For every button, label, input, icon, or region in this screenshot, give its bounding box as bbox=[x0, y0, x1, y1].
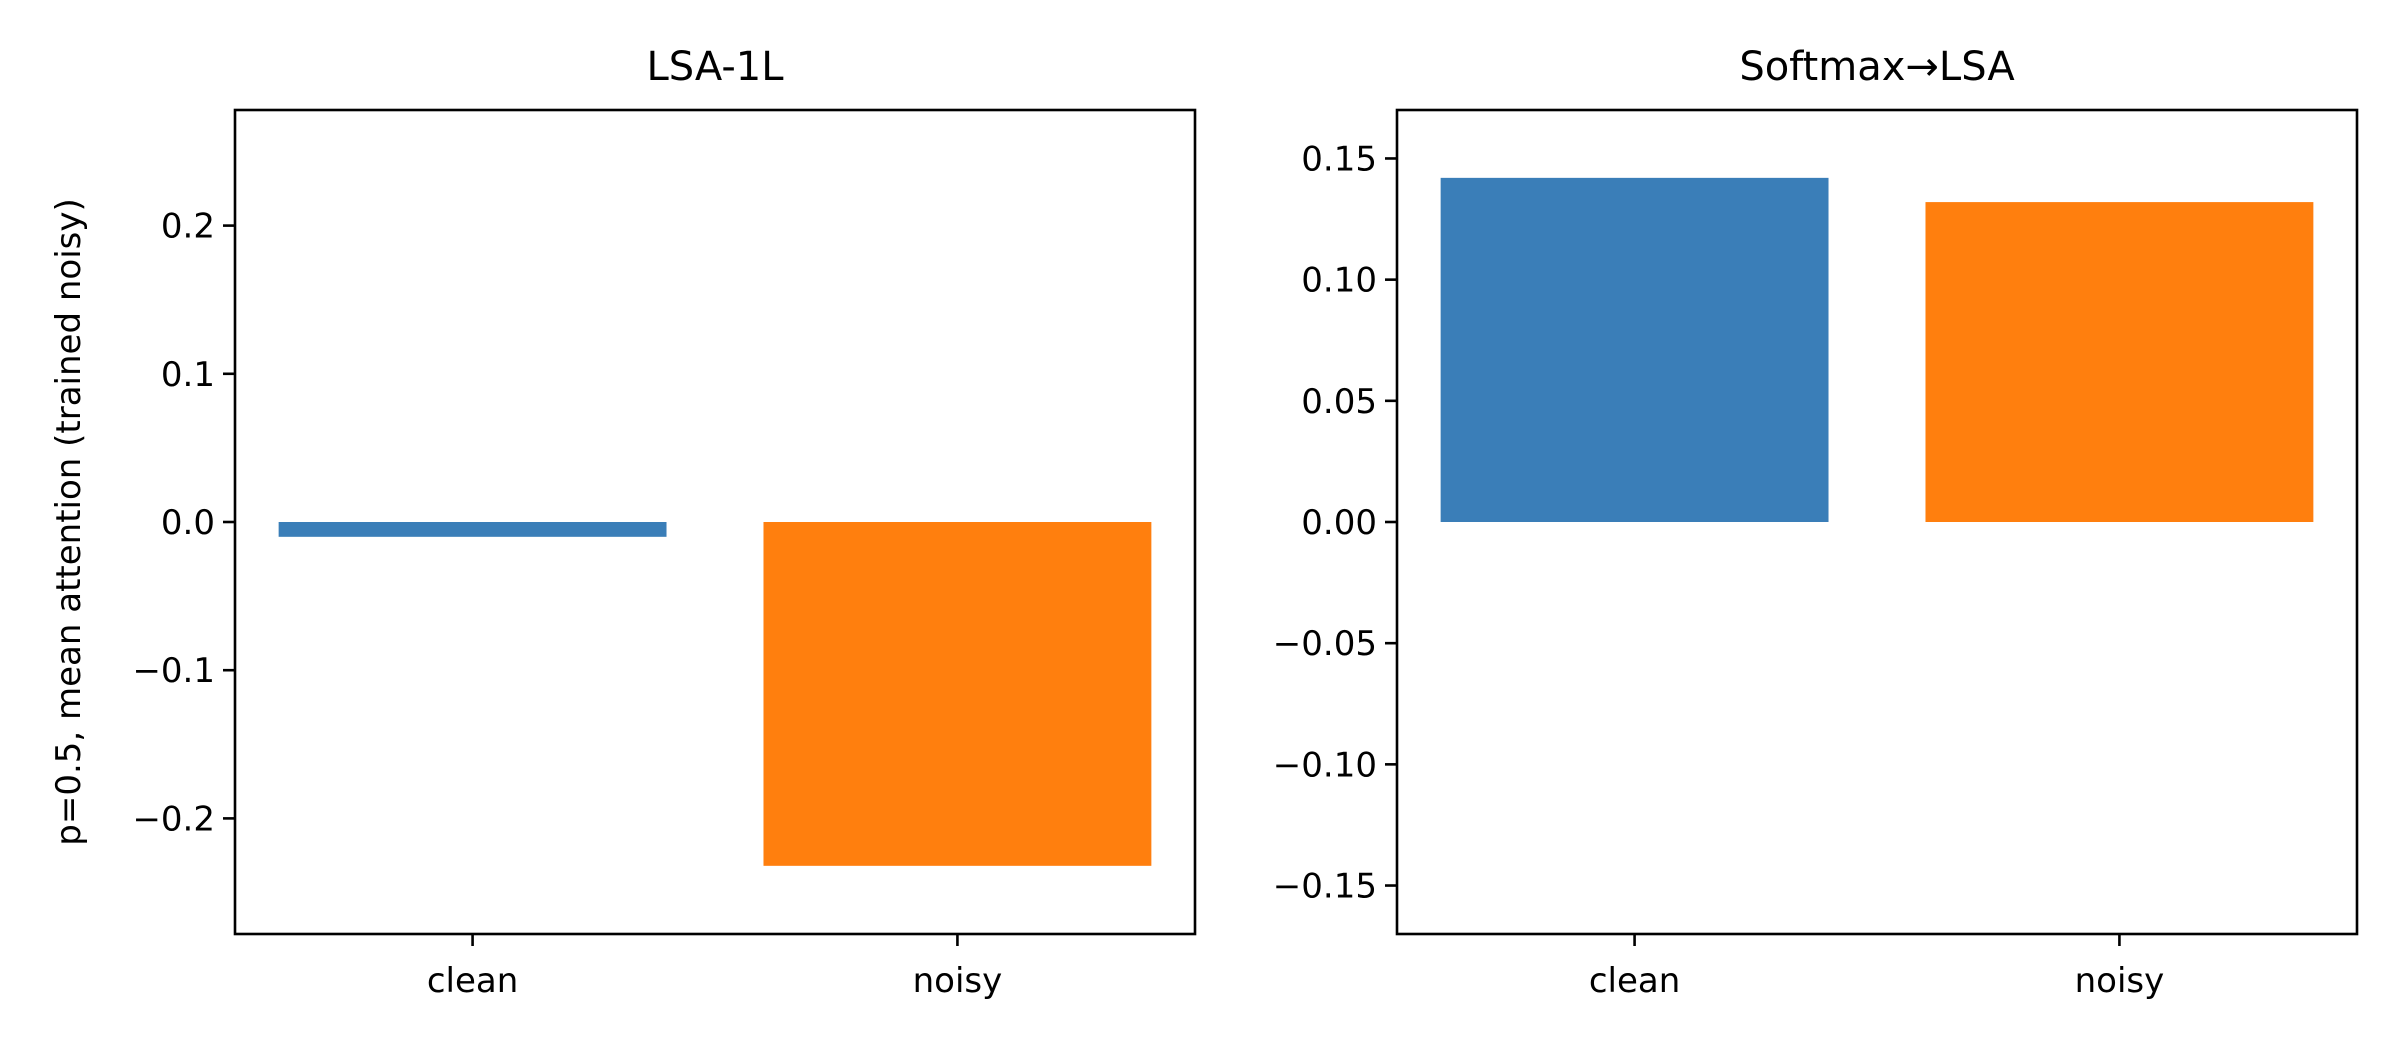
plot-frame bbox=[1395, 108, 2359, 936]
x-ticks: clean noisy bbox=[427, 934, 1002, 1001]
panel-lsa-1l: LSA-1L p=0.5, mean attention (trained no… bbox=[49, 44, 1197, 1001]
plot-frame bbox=[233, 108, 1197, 936]
y-tick-label: 0.2 bbox=[161, 207, 215, 247]
bar-noisy bbox=[763, 522, 1152, 866]
y-tick-label: 0.05 bbox=[1301, 382, 1377, 422]
bar-noisy bbox=[1925, 202, 2314, 522]
bars bbox=[1440, 177, 2314, 522]
y-ticks: −0.2 −0.1 0.0 0.1 0.2 bbox=[132, 207, 235, 839]
x-tick-label: clean bbox=[1589, 961, 1680, 1001]
chart-title: LSA-1L bbox=[646, 44, 784, 90]
x-tick-label: clean bbox=[427, 961, 518, 1001]
y-tick-label: −0.2 bbox=[132, 799, 215, 839]
x-tick-label: noisy bbox=[913, 961, 1003, 1001]
bar-clean bbox=[1440, 177, 1829, 522]
y-ticks: −0.15 −0.10 −0.05 0.00 0.05 0.10 0.15 bbox=[1273, 139, 1397, 907]
y-tick-label: −0.10 bbox=[1273, 745, 1377, 785]
y-tick-label: −0.15 bbox=[1273, 867, 1377, 907]
x-tick-label: noisy bbox=[2075, 961, 2165, 1001]
x-ticks: clean noisy bbox=[1589, 934, 2164, 1001]
y-tick-label: −0.05 bbox=[1273, 624, 1377, 664]
panel-softmax-lsa: Softmax→LSA −0.15 −0.10 −0.05 0.00 0.05 0.10 0… bbox=[1273, 44, 2359, 1001]
bar-clean bbox=[278, 522, 667, 537]
y-tick-label: −0.1 bbox=[132, 651, 215, 691]
y-tick-label: 0.0 bbox=[161, 503, 215, 543]
y-tick-label: 0.1 bbox=[161, 355, 215, 395]
bars bbox=[278, 522, 1152, 866]
y-axis-label: p=0.5, mean attention (trained noisy) bbox=[49, 198, 89, 846]
chart-title: Softmax→LSA bbox=[1739, 44, 2015, 90]
y-tick-label: 0.15 bbox=[1301, 139, 1377, 179]
y-tick-label: 0.10 bbox=[1301, 261, 1377, 301]
y-tick-label: 0.00 bbox=[1301, 503, 1377, 543]
